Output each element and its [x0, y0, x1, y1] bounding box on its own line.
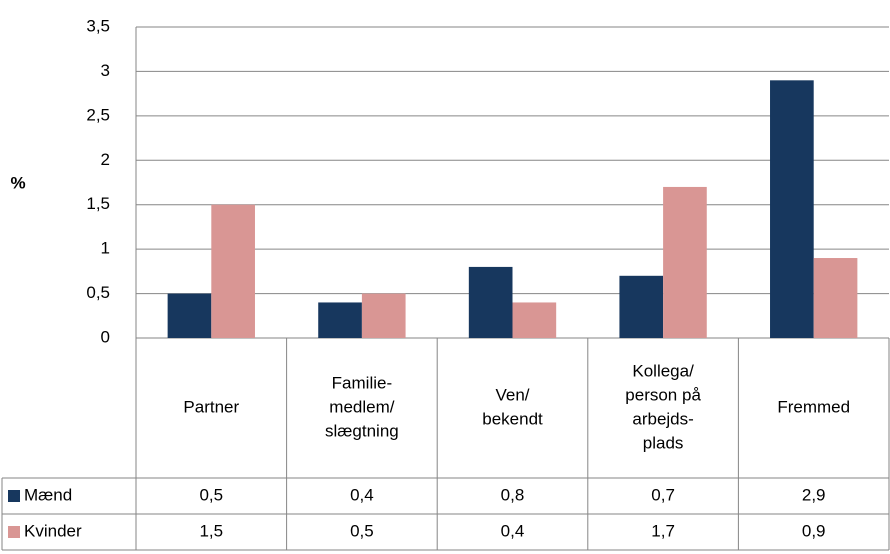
table-value: 0,7 — [651, 485, 675, 504]
bar — [318, 302, 362, 338]
category-label: arbejds- — [632, 409, 693, 428]
bar — [770, 80, 814, 339]
y-tick-label: 1,5 — [86, 194, 110, 213]
bar — [813, 258, 858, 338]
category-label: plads — [643, 433, 684, 452]
legend-label: Mænd — [24, 485, 72, 504]
category-label: medlem/ — [329, 397, 394, 416]
bar — [512, 302, 557, 338]
bar — [619, 275, 664, 338]
category-label: Ven/ — [495, 385, 529, 404]
category-label: slægtning — [325, 421, 399, 440]
bar — [663, 186, 707, 338]
table-value: 0,4 — [350, 485, 374, 504]
bar — [361, 293, 406, 338]
y-tick-label: 2,5 — [86, 105, 110, 124]
legend-swatch — [8, 526, 20, 538]
y-tick-label: 3,5 — [86, 16, 110, 35]
bar — [468, 266, 513, 338]
legend-swatch — [8, 490, 20, 502]
y-tick-label: 0 — [101, 327, 110, 346]
table-value: 0,5 — [350, 521, 374, 540]
legend-label: Kvinder — [24, 521, 82, 540]
table-value: 0,4 — [501, 521, 525, 540]
category-label: Familie- — [332, 373, 392, 392]
y-tick-label: 3 — [101, 61, 110, 80]
table-value: 0,8 — [501, 485, 525, 504]
bar — [211, 204, 255, 338]
table-value: 1,7 — [651, 521, 675, 540]
y-axis-label: % — [10, 173, 25, 192]
table-value: 2,9 — [802, 485, 826, 504]
table-value: 1,5 — [199, 521, 223, 540]
y-tick-label: 0,5 — [86, 283, 110, 302]
table-value: 0,5 — [199, 485, 223, 504]
y-tick-label: 1 — [101, 239, 110, 258]
table-value: 0,9 — [802, 521, 826, 540]
bar — [167, 293, 212, 338]
y-tick-label: 2 — [101, 150, 110, 169]
category-label: Kollega/ — [632, 361, 694, 380]
category-label: Fremmed — [777, 397, 850, 416]
category-label: bekendt — [482, 409, 543, 428]
category-label: Partner — [183, 397, 239, 416]
category-label: person på — [625, 385, 701, 404]
